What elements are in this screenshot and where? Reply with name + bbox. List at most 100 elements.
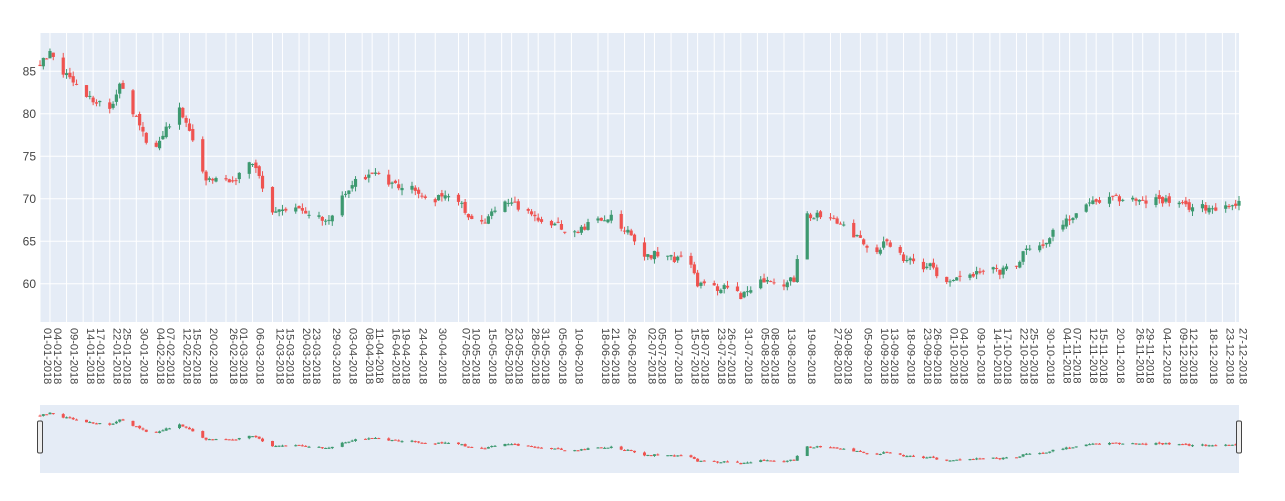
candle-body[interactable] xyxy=(390,182,394,184)
candle-body[interactable] xyxy=(955,277,959,281)
candle-body[interactable] xyxy=(363,176,368,180)
range-slider[interactable] xyxy=(37,405,1242,473)
candle-body[interactable] xyxy=(118,83,122,94)
candle-body[interactable] xyxy=(187,123,192,131)
candle-body[interactable] xyxy=(812,218,816,220)
candle-body[interactable] xyxy=(828,217,833,219)
candle-body[interactable] xyxy=(692,264,696,274)
candle-body[interactable] xyxy=(735,286,740,292)
candle-body[interactable] xyxy=(749,290,753,293)
candle-body[interactable] xyxy=(715,286,720,291)
candle-body[interactable] xyxy=(529,211,534,215)
candle-body[interactable] xyxy=(689,255,693,265)
candle-body[interactable] xyxy=(818,211,823,218)
candle-body[interactable] xyxy=(38,64,42,67)
candle-body[interactable] xyxy=(772,282,776,284)
candle-body[interactable] xyxy=(991,267,995,270)
candle-body[interactable] xyxy=(1204,205,1208,211)
candle-body[interactable] xyxy=(134,115,138,117)
candle-body[interactable] xyxy=(656,251,660,257)
candle-body[interactable] xyxy=(981,270,985,272)
candle-body[interactable] xyxy=(1061,224,1065,230)
candle-body[interactable] xyxy=(696,272,700,287)
candle-body[interactable] xyxy=(579,226,583,233)
candle-body[interactable] xyxy=(583,226,587,230)
candle-body[interactable] xyxy=(74,83,79,85)
candle-body[interactable] xyxy=(270,186,275,213)
candle-body[interactable] xyxy=(739,293,743,300)
candle-body[interactable] xyxy=(48,50,52,59)
candle-body[interactable] xyxy=(423,196,427,198)
candle-body[interactable] xyxy=(1134,198,1138,201)
candle-body[interactable] xyxy=(911,258,916,262)
candle-body[interactable] xyxy=(1180,202,1185,204)
candle-body[interactable] xyxy=(108,102,112,109)
candle-body[interactable] xyxy=(968,274,972,278)
candle-body[interactable] xyxy=(619,213,623,229)
candle-body[interactable] xyxy=(719,289,723,294)
candle-body[interactable] xyxy=(284,208,288,211)
candle-body[interactable] xyxy=(745,291,750,293)
candle-body[interactable] xyxy=(1131,197,1135,200)
candle-body[interactable] xyxy=(702,281,706,284)
candle-body[interactable] xyxy=(377,172,381,174)
candle-body[interactable] xyxy=(1004,266,1009,270)
candles[interactable] xyxy=(38,48,1241,300)
candle-body[interactable] xyxy=(1014,265,1019,267)
candle-body[interactable] xyxy=(121,82,125,89)
candle-body[interactable] xyxy=(51,52,55,57)
candle-body[interactable] xyxy=(387,174,391,185)
candle-body[interactable] xyxy=(393,180,397,184)
candle-body[interactable] xyxy=(161,135,165,140)
candle-body[interactable] xyxy=(433,199,437,203)
candle-body[interactable] xyxy=(1144,200,1148,204)
candle-body[interactable] xyxy=(330,215,334,222)
candle-body[interactable] xyxy=(722,285,726,289)
candle-body[interactable] xyxy=(672,256,676,262)
candle-body[interactable] xyxy=(925,266,929,269)
candle-body[interactable] xyxy=(1064,218,1068,227)
candle-body[interactable] xyxy=(789,277,793,282)
candle-body[interactable] xyxy=(257,166,261,176)
candle-body[interactable] xyxy=(676,256,680,261)
candle-body[interactable] xyxy=(1114,194,1118,196)
candle-body[interactable] xyxy=(958,275,962,277)
candle-body[interactable] xyxy=(320,216,324,221)
candle-body[interactable] xyxy=(838,223,843,225)
candle-body[interactable] xyxy=(138,113,142,126)
candle-body[interactable] xyxy=(1107,196,1112,204)
candle-body[interactable] xyxy=(606,219,610,223)
candle-body[interactable] xyxy=(762,278,766,283)
candle-body[interactable] xyxy=(536,217,540,221)
candle-body[interactable] xyxy=(64,73,69,76)
candle-body[interactable] xyxy=(1018,261,1022,268)
candle-body[interactable] xyxy=(815,212,819,218)
candle-body[interactable] xyxy=(1084,204,1088,212)
candle-body[interactable] xyxy=(573,231,577,233)
candle-body[interactable] xyxy=(177,107,182,125)
candle-body[interactable] xyxy=(549,220,554,226)
candle-body[interactable] xyxy=(317,215,321,217)
candle-body[interactable] xyxy=(466,214,471,218)
candle-body[interactable] xyxy=(201,139,205,172)
candle-body[interactable] xyxy=(931,262,936,268)
candle-body[interactable] xyxy=(154,142,158,147)
candle-body[interactable] xyxy=(350,185,354,189)
candle-body[interactable] xyxy=(410,185,414,190)
candle-body[interactable] xyxy=(237,172,241,180)
candle-body[interactable] xyxy=(347,190,351,194)
candle-body[interactable] xyxy=(603,220,607,222)
candle-body[interactable] xyxy=(164,126,168,138)
candle-body[interactable] xyxy=(1214,207,1218,211)
candle-body[interactable] xyxy=(1167,196,1171,203)
candle-body[interactable] xyxy=(1157,195,1161,199)
candle-body[interactable] xyxy=(1207,207,1211,213)
candle-body[interactable] xyxy=(669,255,673,257)
candle-body[interactable] xyxy=(456,194,461,202)
candle-body[interactable] xyxy=(885,239,889,242)
candle-body[interactable] xyxy=(622,230,627,232)
candle-body[interactable] xyxy=(951,280,955,282)
candle-body[interactable] xyxy=(1044,242,1048,245)
candle-body[interactable] xyxy=(227,179,231,183)
candle-body[interactable] xyxy=(207,178,211,180)
